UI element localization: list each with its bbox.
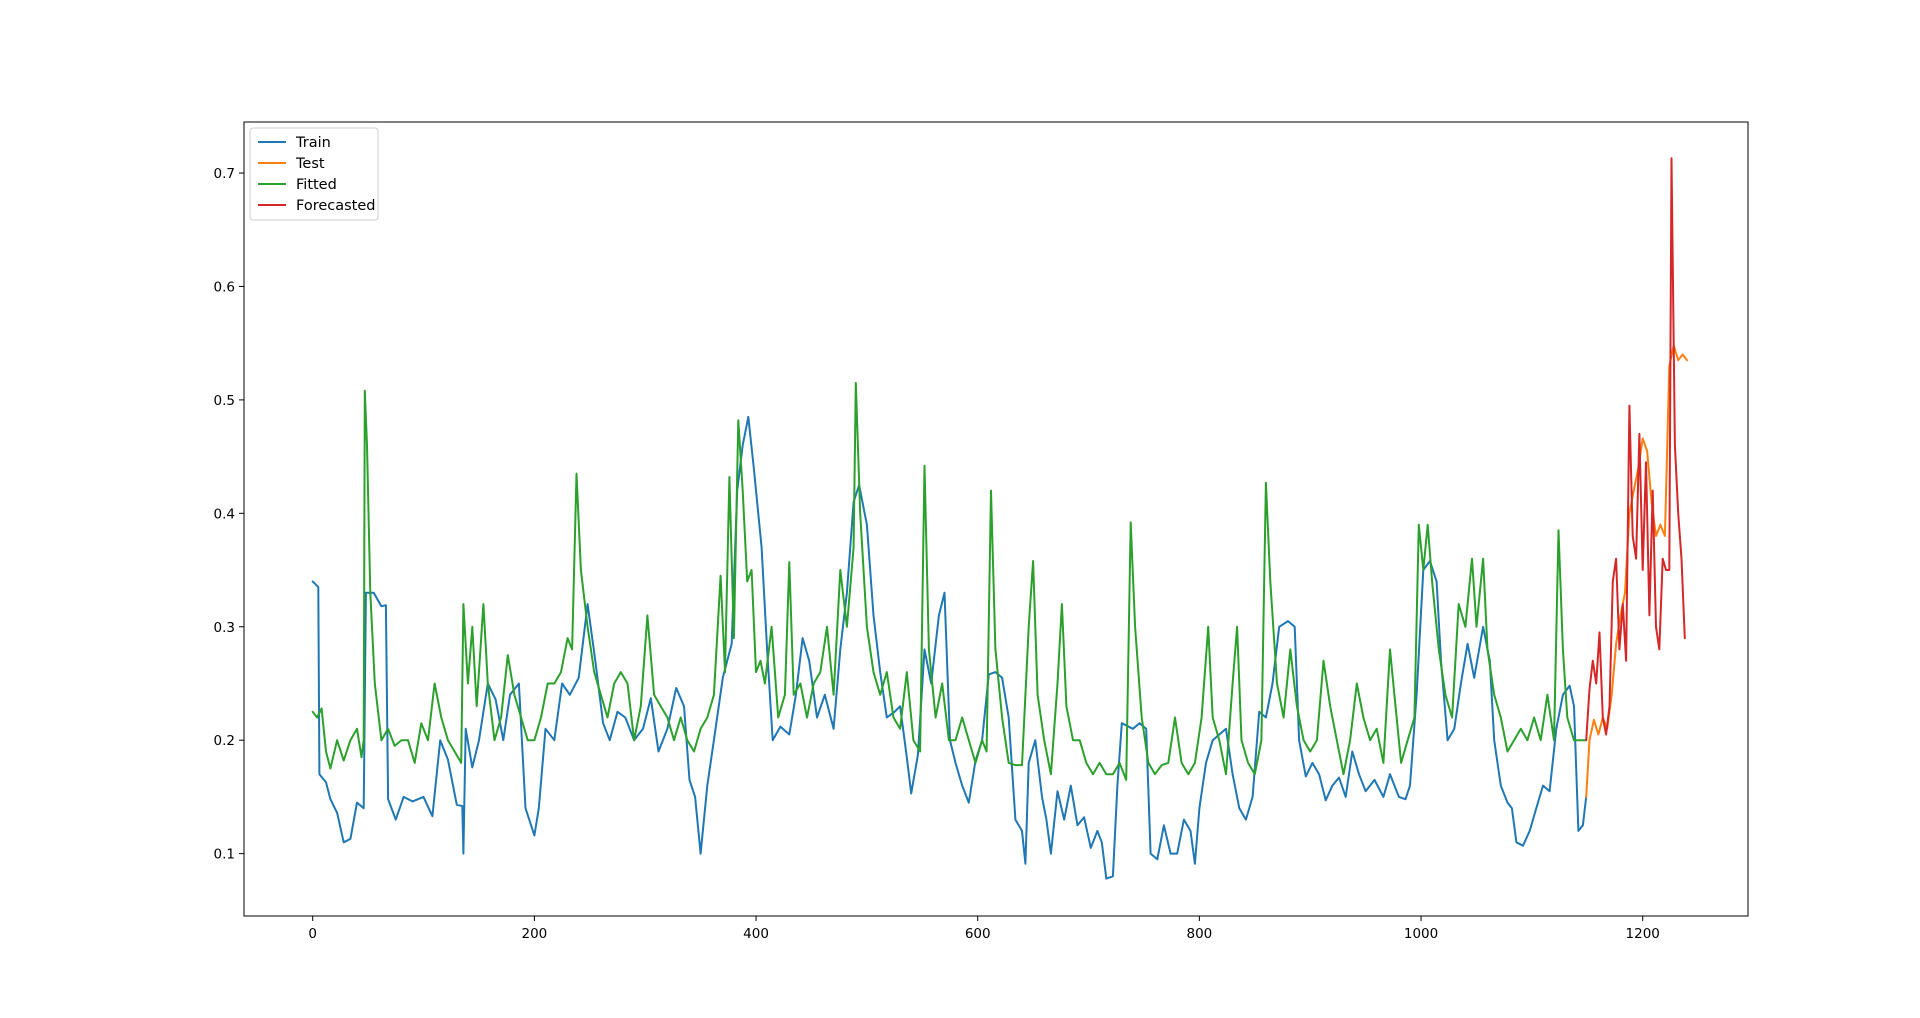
series-lines <box>311 157 1688 880</box>
x-tick-label: 0 <box>308 926 317 942</box>
legend-label-fitted: Fitted <box>296 177 337 193</box>
legend-label-forecasted: Forecasted <box>296 198 375 214</box>
x-tick-label: 200 <box>521 926 547 942</box>
series-line-fitted <box>311 381 1588 781</box>
x-tick-label: 1000 <box>1404 926 1438 942</box>
series-line-forecasted <box>1585 157 1686 742</box>
legend-box <box>249 127 379 221</box>
x-tick-label: 600 <box>965 926 991 942</box>
y-tick-label: 0.7 <box>214 166 235 182</box>
y-tick-label: 0.2 <box>214 733 235 749</box>
x-tick-label: 400 <box>743 926 769 942</box>
plot-frame <box>243 121 1749 917</box>
y-tick-label: 0.6 <box>214 279 235 295</box>
y-axis: 0.1 0.2 0.3 0.4 0.5 0.6 0.7 <box>214 166 244 863</box>
x-axis: 0 200 400 600 800 1000 1200 <box>308 916 1660 942</box>
legend-label-train: Train <box>295 135 331 151</box>
y-tick-label: 0.5 <box>214 393 235 409</box>
legend-label-test: Test <box>295 156 325 172</box>
y-tick-label: 0.4 <box>214 506 235 522</box>
x-tick-label: 800 <box>1186 926 1212 942</box>
legend: Train Test Fitted Forecasted <box>249 127 379 221</box>
x-tick-label: 1200 <box>1626 926 1660 942</box>
y-tick-label: 0.1 <box>214 847 235 863</box>
y-tick-label: 0.3 <box>214 620 235 636</box>
